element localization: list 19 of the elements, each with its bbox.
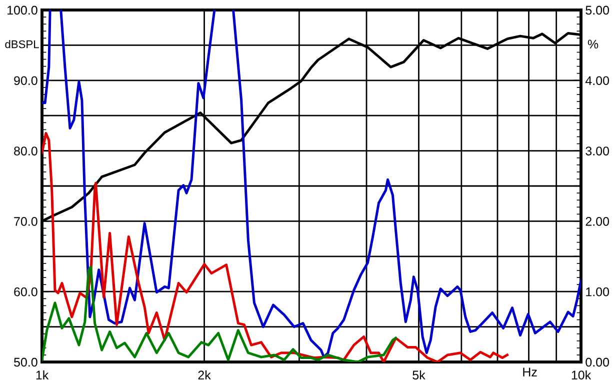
y2-axis-title: %	[588, 40, 598, 49]
x-tick-label: 2k	[198, 370, 211, 380]
y-axis-title: dBSPL	[5, 40, 39, 48]
y-tick-label: 90.0	[14, 76, 38, 86]
x-tick-label: 5k	[412, 370, 426, 380]
y2-tick-label: 1.00	[586, 287, 610, 296]
y-tick-label: 70.0	[14, 217, 38, 226]
y-tick-label: 80.0	[14, 146, 38, 156]
y-tick-label: 60.0	[14, 287, 38, 296]
x-tick-label: 1k	[36, 370, 49, 380]
y2-tick-label: 2.00	[586, 217, 610, 226]
y2-tick-label: 5.00	[586, 6, 610, 15]
y2-tick-label: 3.00	[586, 146, 610, 156]
y-tick-label: 100.0	[8, 6, 38, 15]
y2-tick-label: 4.00	[585, 76, 610, 86]
x-tick-label: 10k	[572, 370, 592, 380]
y2-tick-label: 0.00	[586, 358, 610, 367]
y-tick-label: 50.0	[14, 358, 38, 367]
x-axis-title: Hz	[523, 368, 537, 376]
